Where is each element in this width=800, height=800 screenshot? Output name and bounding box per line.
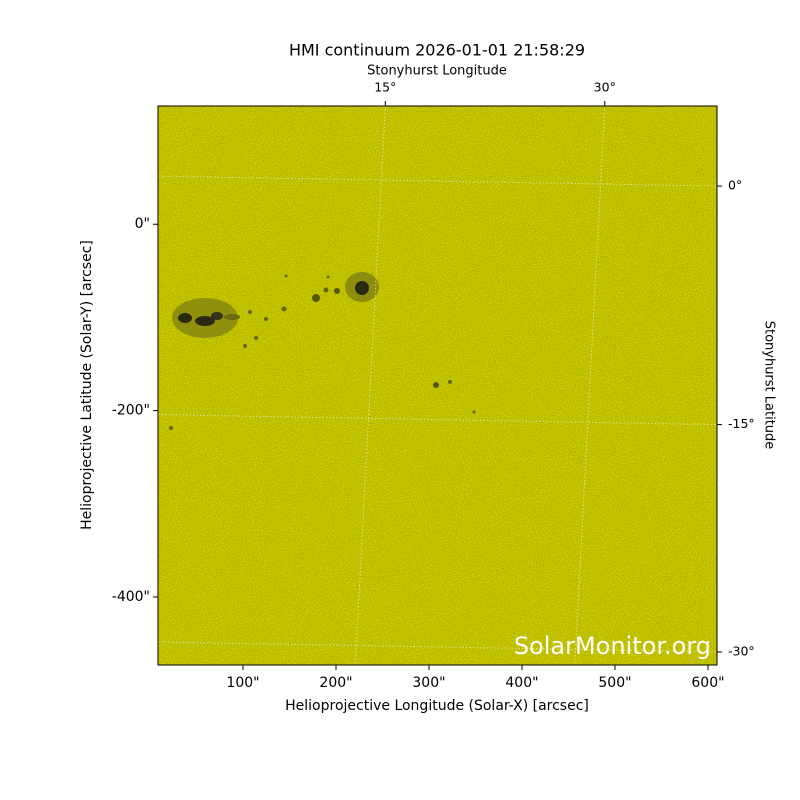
grid-line bbox=[574, 106, 606, 665]
grid bbox=[158, 106, 717, 665]
x-tick-label: 300" bbox=[412, 675, 445, 691]
x2-axis-label: Stonyhurst Longitude bbox=[367, 64, 507, 79]
x-axis-label: Helioprojective Longitude (Solar-X) [arc… bbox=[285, 698, 589, 714]
x2-tick-label: 15° bbox=[374, 80, 396, 95]
y-axis-label: Helioprojective Latitude (Solar-Y) [arcs… bbox=[79, 240, 95, 530]
y-tick-label: 0" bbox=[135, 216, 150, 232]
grid-line bbox=[158, 414, 717, 426]
x-tick-label: 400" bbox=[505, 675, 538, 691]
y2-axis-label: Stonyhurst Latitude bbox=[762, 321, 777, 450]
watermark: SolarMonitor.org bbox=[514, 632, 711, 660]
x2-tick-label: 30° bbox=[594, 80, 616, 95]
grid-line bbox=[158, 641, 717, 653]
y2-tick-label: -15° bbox=[728, 416, 755, 431]
plot-area bbox=[158, 106, 717, 665]
plot-frame bbox=[157, 105, 718, 666]
x-tick-label: 200" bbox=[319, 675, 352, 691]
y-tick-label: -400" bbox=[112, 589, 150, 605]
grid-line bbox=[354, 106, 386, 665]
y2-tick-label: 0° bbox=[728, 178, 742, 193]
y2-tick-label: -30° bbox=[728, 643, 755, 658]
x-tick-label: 600" bbox=[691, 675, 724, 691]
chart-title: HMI continuum 2026-01-01 21:58:29 bbox=[289, 41, 585, 60]
grid-line bbox=[158, 175, 717, 187]
y-tick-label: -200" bbox=[112, 403, 150, 419]
x-tick-label: 100" bbox=[226, 675, 259, 691]
x-tick-label: 500" bbox=[598, 675, 631, 691]
sunspots bbox=[169, 272, 476, 430]
